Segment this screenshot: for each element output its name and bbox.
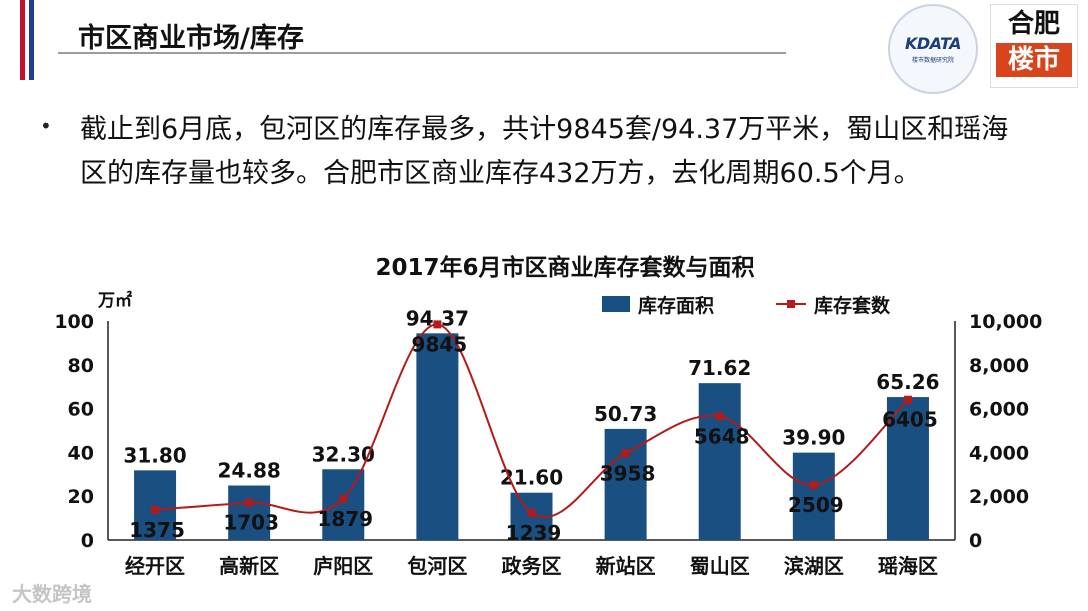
bar-data-label: 31.80 (123, 443, 186, 467)
bar-data-label: 39.90 (782, 426, 845, 450)
kdata-logo: KDATA 楼市数据研究院 (888, 4, 978, 94)
page-title: 市区商业市场/库存 (78, 23, 304, 54)
bar (792, 452, 835, 540)
category-label: 高新区 (219, 554, 279, 578)
line-data-label: 3958 (600, 461, 656, 485)
bar (228, 485, 271, 540)
line-data-label: 1703 (223, 511, 279, 535)
left-axis-unit: 万㎡ (97, 290, 132, 311)
line-point (903, 395, 912, 404)
line-point (151, 505, 160, 514)
line-point (433, 320, 442, 329)
right-tick-label: 10,000 (969, 311, 1042, 333)
bar-data-label: 65.26 (876, 370, 939, 394)
left-tick-label: 40 (68, 442, 94, 464)
line-point (245, 498, 254, 507)
category-labels: 经开区 高新区 庐阳区 包河区 政务区 新站区 蜀山区 滨湖区 瑶海区 (125, 554, 938, 578)
bar-data-label: 24.88 (218, 459, 281, 483)
line-data-label: 9845 (412, 332, 468, 356)
left-tick-label: 0 (81, 530, 94, 552)
bar-data-label: 21.60 (500, 466, 563, 490)
line-data-label: 1239 (506, 521, 562, 545)
hefei-logo-top: 合肥 (1007, 9, 1060, 39)
kdata-logo-text: KDATA (904, 34, 962, 53)
category-label: 瑶海区 (878, 554, 938, 578)
bar (134, 470, 177, 540)
line-point (621, 449, 630, 458)
line-point (339, 494, 348, 503)
line-data-label: 6405 (882, 408, 938, 432)
category-label: 经开区 (125, 554, 185, 578)
line-data-label: 2509 (788, 493, 844, 517)
left-tick-label: 100 (54, 311, 94, 333)
chart-title: 2017年6月市区商业库存套数与面积 (375, 254, 754, 281)
right-axis: 0 2,000 4,000 6,000 8,000 10,000 (954, 311, 1042, 552)
bar-data-label: 50.73 (594, 402, 657, 426)
legend-label-line: 库存套数 (814, 294, 891, 317)
line-path (154, 323, 909, 519)
bar (604, 428, 647, 540)
bar (698, 383, 741, 540)
stripe-blue (29, 0, 34, 80)
legend-swatch-bar (602, 296, 630, 312)
legend-label-bar: 库存面积 (638, 294, 714, 317)
line-point (715, 412, 724, 421)
right-tick-label: 0 (969, 530, 982, 552)
right-tick-label: 4,000 (969, 442, 1029, 464)
right-tick-label: 8,000 (969, 355, 1029, 377)
hefei-loushi-logo: 合肥 楼市 (990, 4, 1078, 88)
hefei-logo-bottom: 楼市 (996, 43, 1072, 77)
category-label: 庐阳区 (313, 554, 373, 578)
category-label: 蜀山区 (690, 554, 750, 578)
left-tick-label: 80 (68, 355, 94, 377)
category-label: 包河区 (407, 554, 467, 578)
bullet-marker: • (40, 114, 52, 138)
summary-text: 截止到6月底，包河区的库存最多，共计9845套/94.37万平米，蜀山区和瑶海区… (80, 114, 1009, 189)
header-stripes (20, 0, 42, 80)
right-tick-label: 6,000 (969, 399, 1029, 421)
right-tick-label: 2,000 (969, 486, 1029, 508)
bar (886, 397, 929, 540)
stripe-red (20, 0, 25, 80)
line-point (809, 481, 818, 490)
line-data-label: 1375 (129, 518, 185, 542)
line-series: 1375 1703 1879 9845 1239 3958 5648 2509 6405 (129, 320, 938, 545)
left-tick-label: 20 (68, 486, 94, 508)
category-label: 滨湖区 (784, 554, 844, 578)
bar-data-label: 71.62 (688, 356, 751, 380)
line-data-label: 1879 (317, 507, 373, 531)
legend-swatch-marker (787, 300, 795, 308)
line-point (527, 508, 536, 517)
category-label: 政务区 (502, 554, 562, 578)
title-divider (58, 52, 786, 54)
bar-series: 31.8024.8832.3094.3721.6050.7371.6239.90… (123, 306, 940, 540)
watermark: 大数跨境 (12, 582, 92, 606)
bar (416, 333, 459, 540)
left-tick-label: 60 (68, 399, 94, 421)
chart-legend: 库存面积 库存套数 (602, 294, 891, 317)
category-label: 新站区 (596, 554, 656, 578)
bar (322, 469, 365, 540)
kdata-logo-subtext: 楼市数据研究院 (911, 57, 954, 64)
line-data-label: 5648 (694, 424, 750, 448)
